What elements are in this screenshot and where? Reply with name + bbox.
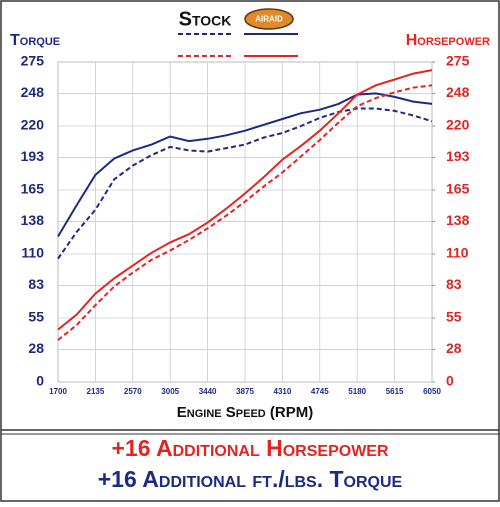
legend-label: AIRAID (255, 15, 283, 24)
x-tick-label: 5180 (348, 387, 366, 396)
y-tick-label: 165 (21, 181, 45, 197)
y2-tick-label: 138 (446, 212, 470, 228)
footer-line: +16 Additional ft./lbs. Torque (98, 466, 403, 492)
series-line (57, 69, 433, 331)
x-tick-label: 3440 (199, 387, 217, 396)
x-tick-label: 4745 (311, 387, 329, 396)
y-tick-label: 193 (21, 148, 45, 164)
y-tick-label: 275 (21, 53, 45, 69)
y2-tick-label: 193 (446, 148, 470, 164)
y2-tick-label: 275 (446, 53, 470, 69)
series-line (57, 107, 433, 260)
series-line (57, 92, 433, 238)
legend-label: Stock (179, 8, 232, 30)
y-tick-label: 220 (21, 117, 45, 133)
y2-tick-label: 0 (446, 373, 454, 389)
y-tick-label: 110 (21, 245, 44, 261)
y2-tick-label: 165 (446, 181, 470, 197)
x-tick-label: 5615 (386, 387, 404, 396)
y-tick-label: 0 (36, 373, 44, 389)
y-tick-label: 28 (28, 340, 44, 356)
x-tick-label: 3005 (161, 387, 179, 396)
logo (244, 8, 294, 30)
x-tick-label: 2135 (87, 387, 105, 396)
x-tick-label: 2570 (124, 387, 142, 396)
y2-tick-label: 28 (446, 340, 462, 356)
series-line (57, 84, 433, 341)
x-axis-title: Engine Speed (RPM) (177, 404, 313, 421)
x-tick-label: 6050 (423, 387, 441, 396)
footer-line: +16 Additional Horsepower (111, 435, 388, 461)
x-tick-label: 4310 (274, 387, 292, 396)
y-axis-title: Torque (10, 32, 60, 49)
y2-tick-label: 248 (446, 84, 470, 100)
y-tick-label: 55 (28, 309, 44, 325)
y2-axis-title: Horsepower (406, 32, 490, 49)
y2-tick-label: 83 (446, 276, 462, 292)
y-tick-label: 248 (21, 84, 45, 100)
x-tick-label: 3875 (236, 387, 254, 396)
y-tick-label: 83 (28, 276, 44, 292)
y2-tick-label: 220 (446, 117, 470, 133)
y-tick-label: 138 (21, 212, 45, 228)
y2-tick-label: 55 (446, 309, 462, 325)
y2-tick-label: 110 (446, 245, 469, 261)
x-tick-label: 1700 (49, 387, 67, 396)
